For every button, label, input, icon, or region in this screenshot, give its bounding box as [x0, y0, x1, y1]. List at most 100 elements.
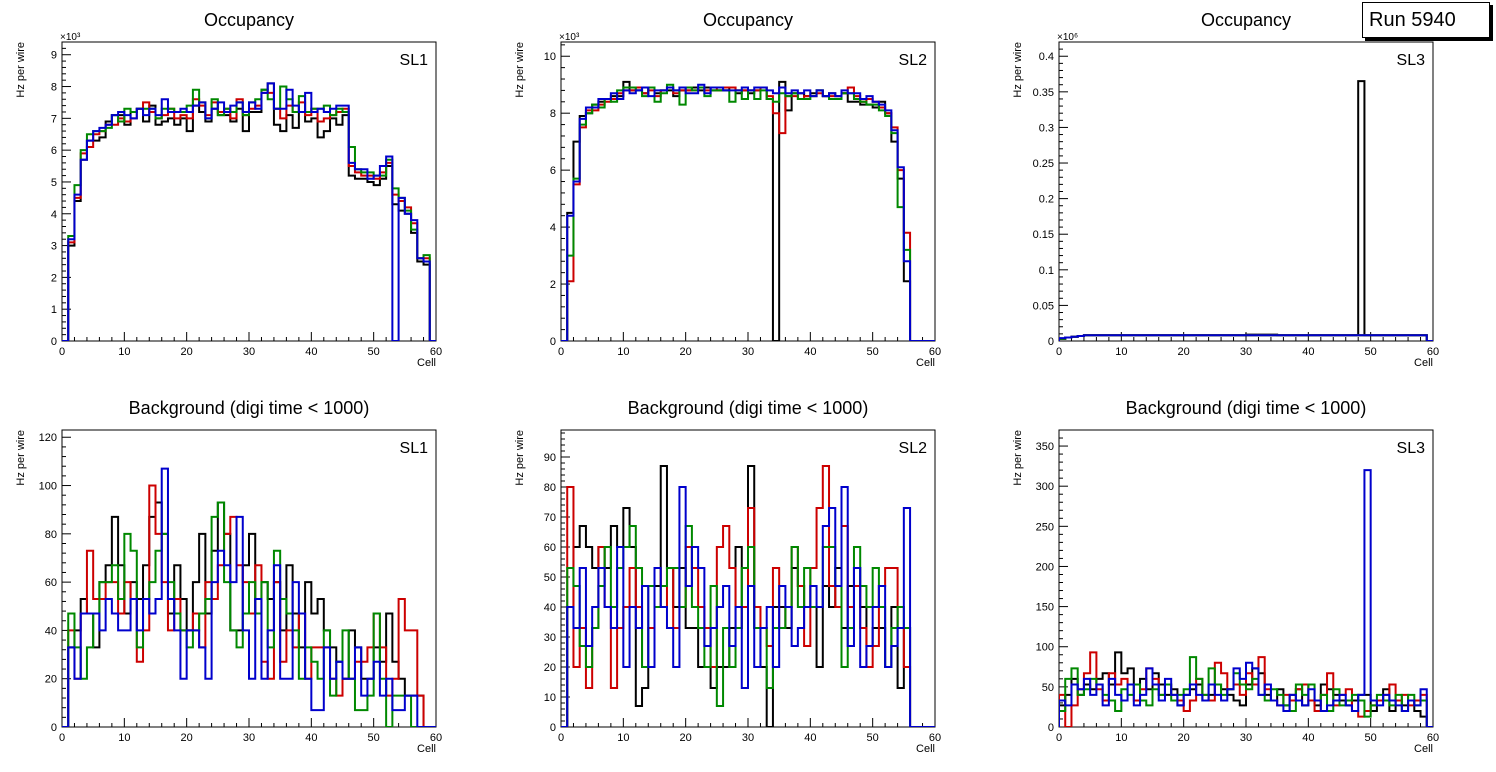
y-tick-label: 40	[544, 602, 556, 614]
x-tick-label: 20	[680, 732, 692, 744]
y-tick-label: 80	[544, 482, 556, 494]
y-tick-label: 2	[550, 279, 556, 291]
series-layer4	[1059, 334, 1433, 341]
y-tick-label: 0	[51, 336, 57, 348]
y-tick-label: 5	[51, 177, 57, 189]
y-axis-label: Hz per wire	[15, 42, 27, 98]
run-label-box: Run 5940	[1362, 2, 1490, 38]
x-tick-label: 40	[804, 732, 816, 744]
y-tick-label: 100	[1036, 642, 1054, 654]
x-tick-label: 50	[1365, 732, 1377, 744]
x-tick-label: 30	[1240, 732, 1252, 744]
series-layer3	[561, 83, 935, 341]
x-tick-label: 20	[1178, 732, 1190, 744]
chart-panel-4: Background (digi time < 1000) SL1 0 10 20 30 4…	[15, 398, 442, 755]
x-axis-label: Cell	[417, 743, 436, 755]
y-tick-label: 8	[550, 108, 556, 120]
y-tick-label: 0.35	[1033, 87, 1054, 99]
y-tick-label: 60	[45, 577, 57, 589]
x-tick-label: 50	[368, 346, 380, 358]
plot-frame	[61, 41, 437, 342]
y-tick-label: 40	[45, 625, 57, 637]
chart-title: Occupancy	[1201, 10, 1291, 30]
x-tick-label: 0	[558, 732, 564, 744]
y-tick-label: 50	[1042, 682, 1054, 694]
x-tick-label: 30	[243, 732, 255, 744]
x-tick-label: 0	[1056, 346, 1062, 358]
y-tick-label: 150	[1036, 602, 1054, 614]
y-tick-label: 0.2	[1039, 194, 1054, 206]
y-tick-label: 2	[51, 272, 57, 284]
x-tick-label: 20	[1178, 346, 1190, 358]
y-tick-label: 0.1	[1039, 265, 1054, 277]
superlayer-tag: SL3	[1397, 440, 1426, 457]
y-tick-label: 0	[1048, 336, 1054, 348]
x-tick-label: 50	[867, 732, 879, 744]
y-tick-label: 250	[1036, 521, 1054, 533]
y-tick-label: 9	[51, 50, 57, 62]
y-tick-label: 0.3	[1039, 122, 1054, 134]
x-axis-label: Cell	[1414, 743, 1433, 755]
x-tick-label: 40	[1302, 732, 1314, 744]
x-tick-label: 30	[243, 346, 255, 358]
y-tick-label: 0	[51, 722, 57, 734]
x-tick-label: 10	[1115, 732, 1127, 744]
x-tick-label: 10	[118, 346, 130, 358]
y-tick-label: 4	[51, 209, 57, 221]
x-axis-label: Cell	[1414, 357, 1433, 369]
plot-frame	[1058, 41, 1434, 342]
x-tick-label: 0	[59, 346, 65, 358]
chart-panel-6: Background (digi time < 1000) SL3 0 10 20 30 4…	[1012, 398, 1439, 755]
series-layer1	[1059, 80, 1433, 341]
series-layer4	[561, 83, 935, 341]
x-tick-label: 60	[430, 346, 442, 358]
y-tick-label: 8	[51, 82, 57, 94]
y-tick-label: 60	[544, 542, 556, 554]
chart-title: Background (digi time < 1000)	[628, 398, 869, 418]
y-tick-label: 3	[51, 241, 57, 253]
series-layer2	[561, 86, 935, 341]
superlayer-tag: SL1	[400, 52, 429, 69]
y-tick-label: 200	[1036, 561, 1054, 573]
x-axis-label: Cell	[916, 743, 935, 755]
y-tick-label: 0.4	[1039, 51, 1054, 63]
x-tick-label: 50	[867, 346, 879, 358]
y-tick-label: 100	[39, 481, 57, 493]
y-axis-label: Hz per wire	[514, 430, 526, 486]
x-tick-label: 20	[680, 346, 692, 358]
y-tick-label: 4	[550, 222, 556, 234]
y-axis-label: Hz per wire	[15, 430, 27, 486]
x-tick-label: 10	[1115, 346, 1127, 358]
y-tick-label: 1	[51, 304, 57, 316]
y-tick-label: 20	[45, 674, 57, 686]
series-layer3	[1059, 656, 1433, 727]
superlayer-tag: SL3	[1397, 52, 1426, 69]
y-tick-label: 0.15	[1033, 229, 1054, 241]
x-tick-label: 40	[1302, 346, 1314, 358]
y-tick-label: 80	[45, 529, 57, 541]
axis-exponent-label: ×10³	[559, 32, 580, 43]
y-tick-label: 350	[1036, 441, 1054, 453]
superlayer-tag: SL1	[400, 440, 429, 457]
superlayer-tag: SL2	[899, 440, 928, 457]
y-tick-label: 70	[544, 512, 556, 524]
x-axis-label: Cell	[916, 357, 935, 369]
x-tick-label: 0	[558, 346, 564, 358]
x-tick-label: 40	[305, 732, 317, 744]
superlayer-tag: SL2	[899, 52, 928, 69]
chart-title: Occupancy	[703, 10, 793, 30]
y-axis-label: Hz per wire	[1012, 430, 1024, 486]
y-tick-label: 10	[544, 51, 556, 63]
x-tick-label: 20	[181, 346, 193, 358]
y-axis-label: Hz per wire	[514, 42, 526, 98]
x-tick-label: 50	[1365, 346, 1377, 358]
chart-title: Background (digi time < 1000)	[129, 398, 370, 418]
y-tick-label: 50	[544, 572, 556, 584]
axis-exponent-label: ×10³	[60, 32, 81, 43]
x-tick-label: 0	[59, 732, 65, 744]
run-label: Run 5940	[1369, 8, 1456, 31]
series-layer4	[62, 82, 436, 341]
